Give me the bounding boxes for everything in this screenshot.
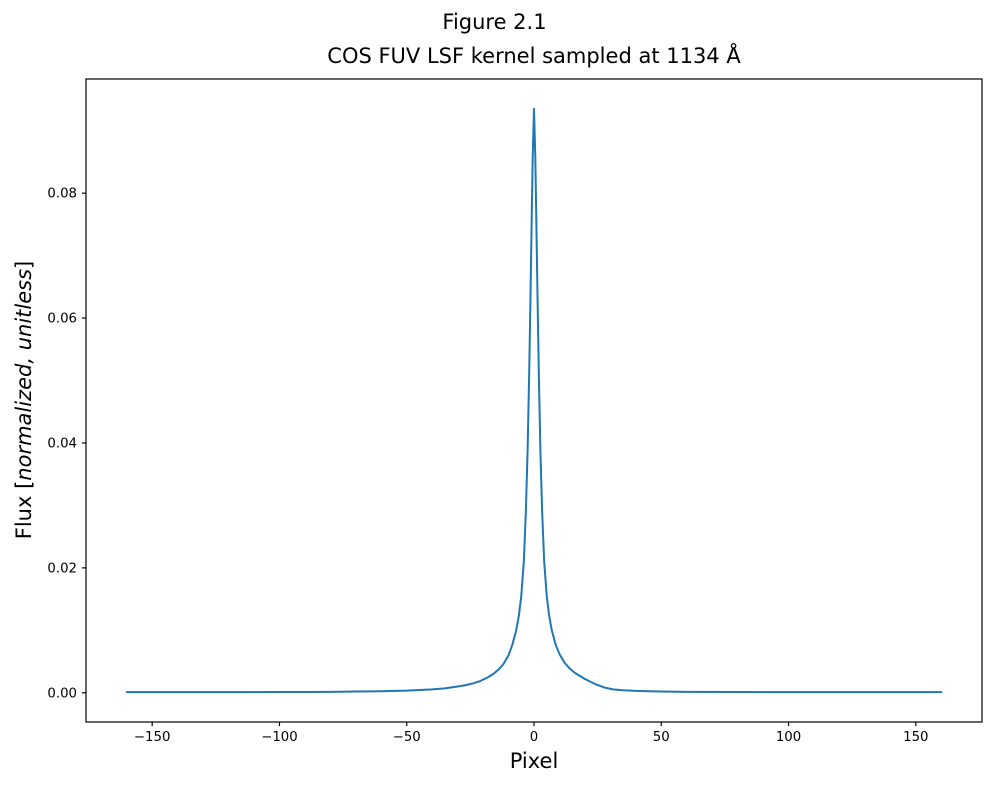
y-axis-label: Flux [normalized, unitless] <box>12 261 36 539</box>
y-tick-label: 0.08 <box>47 187 77 202</box>
y-tick-label: 0.04 <box>47 436 77 451</box>
x-axis-label: Pixel <box>509 749 559 773</box>
axes-title: COS FUV LSF kernel sampled at 1134 Å <box>327 44 741 68</box>
x-tick-label: 150 <box>903 730 928 745</box>
x-tick-label: 100 <box>776 730 801 745</box>
x-tick-label: −100 <box>261 730 298 745</box>
x-tick-label: −50 <box>393 730 421 745</box>
y-axis-label-italic: normalized, unitless <box>12 268 36 481</box>
y-axis-label-prefix: Flux [ <box>12 480 36 540</box>
x-tick-label: −150 <box>134 730 171 745</box>
y-axis-label-suffix: ] <box>12 260 36 269</box>
y-tick-label: 0.00 <box>47 686 77 701</box>
y-tick-label: 0.06 <box>47 312 77 327</box>
y-tick-label: 0.02 <box>47 561 77 576</box>
x-tick-label: 50 <box>653 730 670 745</box>
axes-spines <box>85 78 983 723</box>
x-tick-label: 0 <box>530 730 538 745</box>
lsf-kernel-curve <box>125 107 943 694</box>
figure-suptitle: Figure 2.1 <box>442 10 547 34</box>
